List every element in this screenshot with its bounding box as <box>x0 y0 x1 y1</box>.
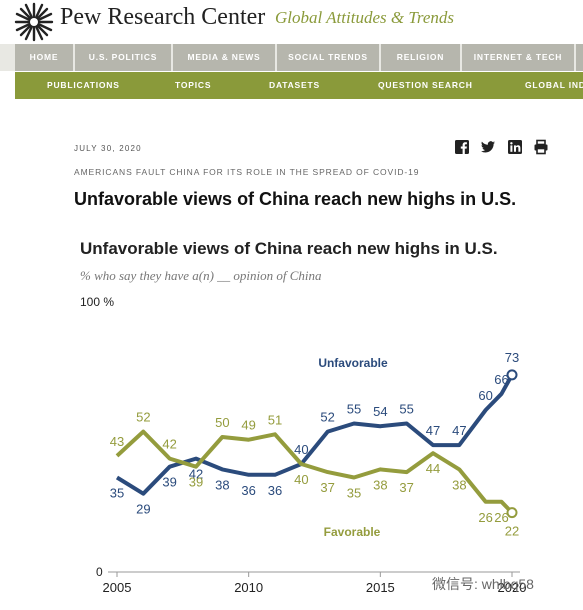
data-label: 38 <box>452 477 466 492</box>
data-label: 36 <box>241 483 255 498</box>
data-label: 42 <box>162 437 176 452</box>
data-label: 55 <box>347 402 361 417</box>
nav-global-indicators[interactable]: GLOBAL INDI <box>525 80 583 90</box>
data-label: 39 <box>162 475 176 490</box>
nav-us-politics[interactable]: U.S. POLITICS <box>75 44 173 71</box>
data-label: 73 <box>505 350 519 365</box>
logo-subtitle[interactable]: Global Attitudes & Trends <box>275 8 454 27</box>
chart-subtitle: % who say they have a(n) __ opinion of C… <box>80 268 322 283</box>
data-label: 37 <box>399 480 413 495</box>
x-tick-label: 2020 <box>498 580 527 595</box>
chart-title: Unfavorable views of China reach new hig… <box>80 239 498 258</box>
data-label: 60 <box>478 388 492 403</box>
data-label: 35 <box>347 486 361 501</box>
data-label: 40 <box>294 442 308 457</box>
y-axis-top-label: 100 % <box>80 295 114 309</box>
twitter-icon[interactable] <box>480 139 496 155</box>
facebook-icon[interactable] <box>454 139 470 155</box>
wechat-watermark: 微信号: whlbq58 <box>432 576 534 592</box>
data-label: 37 <box>320 480 334 495</box>
site-header: Pew Research Center Global Attitudes & T… <box>0 0 583 44</box>
print-icon[interactable] <box>533 139 549 155</box>
secondary-nav: PUBLICATIONS TOPICS DATASETS QUESTION SE… <box>15 72 583 99</box>
nav-media-news[interactable]: MEDIA & NEWS <box>173 44 277 71</box>
data-label: 38 <box>215 477 229 492</box>
nav-datasets[interactable]: DATASETS <box>269 80 320 90</box>
data-label: 43 <box>110 434 124 449</box>
article-kicker[interactable]: AMERICANS FAULT CHINA FOR ITS ROLE IN TH… <box>74 167 420 177</box>
nav-topics[interactable]: TOPICS <box>175 80 212 90</box>
data-point-marker <box>506 507 518 519</box>
data-point-marker <box>506 369 518 381</box>
data-label: 42 <box>189 467 203 482</box>
pew-logo-icon[interactable] <box>14 2 54 42</box>
data-label: 50 <box>215 415 229 430</box>
nav-question-search[interactable]: QUESTION SEARCH <box>378 80 473 90</box>
primary-nav: HOME U.S. POLITICS MEDIA & NEWS SOCIAL T… <box>0 44 583 71</box>
logo-text[interactable]: Pew Research Center <box>60 4 266 30</box>
nav-religion[interactable]: RELIGION <box>381 44 462 71</box>
article-headline: Unfavorable views of China reach new hig… <box>74 189 517 209</box>
data-label: 22 <box>505 524 519 539</box>
series-line-unfavorable <box>115 373 514 496</box>
series-line-favorable <box>115 429 514 514</box>
data-label: 51 <box>268 412 282 427</box>
data-label: 49 <box>241 418 255 433</box>
data-label: 52 <box>136 410 150 425</box>
data-label: 47 <box>452 423 466 438</box>
data-label: 35 <box>110 486 124 501</box>
article-date: JULY 30, 2020 <box>74 144 142 153</box>
nav-home[interactable]: HOME <box>15 44 75 71</box>
linkedin-icon[interactable] <box>507 139 523 155</box>
x-tick-label: 2005 <box>103 580 132 595</box>
nav-internet-tech[interactable]: INTERNET & TECH <box>462 44 576 71</box>
nav-publications[interactable]: PUBLICATIONS <box>47 80 120 90</box>
data-label: 29 <box>136 502 150 517</box>
data-label: 26 <box>478 510 492 525</box>
data-label: 26 <box>494 510 508 525</box>
data-label: 40 <box>294 472 308 487</box>
nav-social-trends[interactable]: SOCIAL TRENDS <box>277 44 381 71</box>
series-label-favorable: Favorable <box>324 525 381 539</box>
y-axis-zero-label: 0 <box>96 565 103 579</box>
data-label: 55 <box>399 402 413 417</box>
data-label: 54 <box>373 404 387 419</box>
data-label: 66 <box>494 372 508 387</box>
nav-overflow[interactable] <box>576 44 583 71</box>
series-label-unfavorable: Unfavorable <box>318 356 388 370</box>
data-label: 38 <box>373 477 387 492</box>
x-tick-label: 2010 <box>234 580 263 595</box>
data-label: 52 <box>320 410 334 425</box>
x-tick-label: 2015 <box>366 580 395 595</box>
data-label: 39 <box>189 475 203 490</box>
data-label: 47 <box>426 423 440 438</box>
data-label: 36 <box>268 483 282 498</box>
data-label: 44 <box>426 461 440 476</box>
